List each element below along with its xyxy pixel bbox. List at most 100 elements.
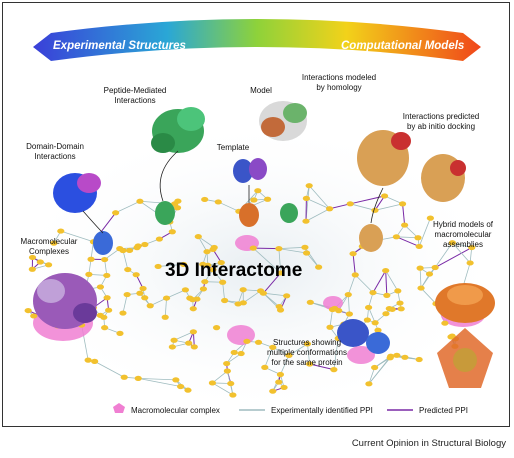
protein-node	[302, 218, 310, 224]
protein-node	[223, 360, 231, 367]
legend-predicted-label: Predicted PPI	[419, 406, 468, 415]
label-domain: Domain-Domain Interactions	[26, 142, 84, 161]
structure-macromolecular	[33, 273, 97, 329]
predicted-ppi-edge	[434, 247, 472, 268]
legend-complex-swatch	[113, 403, 125, 413]
protein-node	[91, 358, 99, 364]
protein-node	[172, 377, 180, 383]
experimental-ppi-edge	[243, 290, 261, 304]
protein-node	[180, 261, 188, 268]
protein-node	[181, 287, 190, 293]
protein-node	[396, 300, 404, 306]
label-homology-line1: Interactions modeled	[302, 73, 376, 82]
label-hybrid-line1: Hybrid models of	[433, 220, 494, 229]
experimental-ppi-edge	[396, 236, 419, 239]
structure-peptide	[151, 107, 205, 225]
experimental-ppi-edge	[158, 264, 184, 267]
protein-node	[162, 295, 171, 301]
label-peptide: Peptide-Mediated Interactions	[104, 86, 167, 105]
protein-node	[189, 306, 197, 312]
protein-node	[208, 380, 217, 386]
protein-node	[466, 260, 474, 266]
protein-node	[168, 344, 176, 350]
protein-node	[28, 254, 37, 261]
protein-node	[239, 287, 247, 293]
protein-node	[397, 306, 405, 312]
figure-frame: Experimental Structures Computational Mo…	[2, 2, 510, 427]
experimental-ppi-edge	[278, 246, 305, 250]
protein-node	[230, 349, 238, 356]
protein-node	[154, 263, 162, 270]
experimental-ppi-edge	[222, 282, 226, 301]
protein-node	[185, 340, 193, 346]
protein-node	[415, 243, 423, 250]
protein-node	[168, 229, 176, 235]
protein-node	[221, 297, 229, 304]
predicted-ppi-edge	[352, 253, 356, 275]
label-macromolecular-line1: Macromolecular	[21, 237, 78, 246]
structure-template	[233, 158, 298, 227]
protein-node	[254, 339, 263, 345]
protein-node	[345, 311, 354, 317]
protein-node	[344, 292, 352, 298]
experimental-ppi-edge	[263, 292, 287, 297]
protein-node	[190, 344, 198, 350]
predicted-ppi-edge	[396, 236, 420, 247]
experimental-ppi-edge	[197, 236, 208, 252]
protein-node	[303, 341, 312, 347]
structure-model	[259, 101, 307, 141]
protein-node	[116, 330, 124, 336]
protein-node	[277, 270, 285, 276]
protein-node	[189, 297, 197, 303]
experimental-ppi-edge	[138, 377, 181, 387]
protein-node	[85, 271, 93, 277]
protein-node	[223, 368, 231, 374]
protein-node	[194, 233, 202, 240]
predicted-ppi-edge	[329, 203, 351, 210]
label-hybrid-line3: assemblies	[443, 240, 483, 249]
protein-node	[209, 267, 217, 273]
label-abinitio-line1: Interactions predicted	[403, 112, 480, 121]
protein-node	[254, 188, 262, 194]
protein-node	[315, 264, 323, 270]
protein-node	[275, 379, 283, 385]
protein-node	[173, 205, 182, 211]
protein-node	[112, 210, 120, 216]
protein-node	[302, 195, 310, 201]
experimental-ppi-edge	[368, 356, 392, 385]
protein-node	[184, 387, 192, 393]
protein-node	[217, 259, 225, 266]
protein-node	[203, 249, 211, 255]
protein-node	[468, 244, 476, 251]
predicted-ppi-edge	[262, 272, 282, 294]
protein-node	[401, 354, 409, 360]
experimental-ppi-edge	[338, 294, 349, 311]
complex-blob	[323, 296, 343, 310]
structure-hybrid	[435, 283, 495, 388]
protein-node	[385, 305, 393, 312]
legend-experimental-label: Experimentally identified PPI	[271, 406, 373, 415]
predicted-ppi-edge	[374, 195, 385, 211]
protein-node	[201, 196, 209, 203]
protein-node	[234, 301, 242, 307]
experimental-ppi-edge	[368, 367, 376, 384]
protein-node	[199, 286, 208, 292]
journal-credit: Current Opinion in Structural Biology	[351, 438, 506, 449]
protein-node	[275, 246, 283, 252]
protein-node	[136, 198, 144, 204]
protein-node	[249, 245, 257, 251]
protein-node	[201, 279, 209, 285]
structure-domain	[53, 173, 113, 255]
experimental-ppi-edge	[264, 347, 274, 368]
protein-node	[394, 288, 402, 294]
protein-node	[87, 256, 95, 262]
protein-node	[306, 299, 314, 305]
experimental-ppi-edge	[218, 201, 239, 212]
protein-node	[326, 324, 334, 330]
experimental-ppi-edge	[122, 294, 128, 314]
label-model: Model	[250, 86, 272, 95]
protein-node	[243, 338, 251, 344]
experimental-ppi-edge	[278, 248, 307, 254]
protein-node	[133, 245, 141, 251]
predicted-ppi-edge	[402, 203, 406, 226]
